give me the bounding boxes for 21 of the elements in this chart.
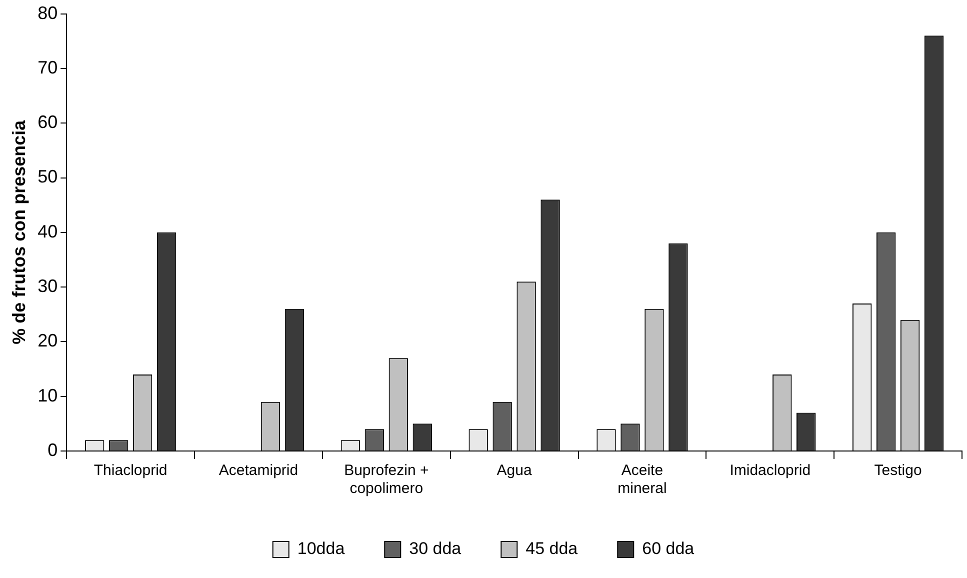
y-tick-label: 20: [38, 330, 58, 351]
x-tick-label: Imidacloprid: [730, 462, 811, 480]
legend-label: 10dda: [297, 539, 346, 558]
x-tick-label: Testigo: [874, 462, 922, 480]
y-tick-label: 40: [38, 221, 58, 242]
legend-label: 60 dda: [642, 539, 695, 558]
y-tick-label: 50: [38, 166, 58, 187]
x-tick-label: Thiacloprid: [94, 462, 168, 480]
y-tick-label: 80: [38, 2, 58, 23]
x-tick-label: Agua: [496, 462, 532, 480]
y-tick-label: 0: [48, 440, 58, 460]
y-tick-label: 70: [38, 57, 58, 78]
y-tick-label: 60: [38, 112, 58, 132]
legend-label: 45 dda: [526, 539, 578, 558]
legend-label: 30 dda: [409, 539, 462, 558]
y-tick-label: 10: [38, 385, 58, 406]
y-axis-title: % de frutos con presencia: [8, 119, 29, 344]
y-tick-label: 30: [38, 276, 58, 296]
x-tick-label: Acetamiprid: [218, 462, 298, 480]
x-tick-label: Buprofezin + copolimero: [344, 462, 429, 498]
x-tick-label: Aceite mineral: [618, 462, 667, 498]
